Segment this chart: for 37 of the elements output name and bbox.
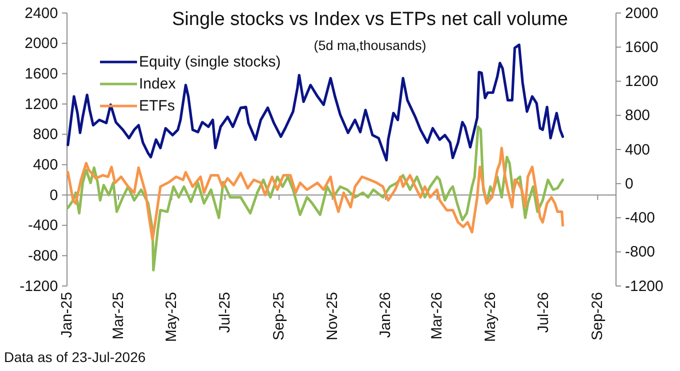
legend-label: ETFs (139, 98, 175, 114)
x-tick-label: Jul-25 (216, 292, 234, 333)
legend-label: Index (139, 76, 176, 92)
y2-tick-label: 1600 (625, 38, 658, 56)
legend-label: Equity (single stocks) (139, 54, 281, 70)
y2-tick-label: 1200 (625, 73, 658, 90)
y-tick-label: -1200 (20, 278, 58, 295)
line-series (66, 146, 564, 242)
x-tick-label: Nov-25 (324, 292, 341, 340)
y2-tick-label: 0 (625, 175, 634, 192)
x-tick-label: Sep-26 (589, 292, 606, 340)
text: (5d ma,thousands) (314, 38, 426, 53)
x-tick-label: May-25 (163, 292, 180, 342)
x-tick-label: Mar-26 (428, 292, 446, 340)
y-tick-label: 1600 (24, 65, 58, 82)
x-tick-label: Sep-25 (270, 292, 288, 340)
y2-tick-label: 2000 (625, 4, 658, 22)
y-tick-label: 2000 (24, 35, 58, 52)
x-tick-label: Jan-25 (58, 292, 76, 338)
y2-tick-label: 800 (625, 107, 650, 124)
chart-title: Single stocks vs Index vs ETPs net call volume (172, 9, 568, 30)
y-tick-label: 1200 (24, 96, 58, 113)
text: Data as of 23-Jul-2026 (4, 349, 146, 365)
y-tick-label: 800 (32, 126, 58, 144)
y-tick-label: 0 (50, 186, 58, 204)
x-tick-label: May-26 (482, 292, 499, 342)
y-tick-label: -800 (28, 247, 58, 264)
y2-tick-label: -800 (625, 244, 656, 261)
y-tick-label: 400 (32, 156, 58, 174)
y2-tick-label: -1200 (625, 278, 664, 295)
x-tick-label: Jul-26 (535, 292, 552, 333)
y-tick-label: 2400 (24, 4, 58, 22)
y2-tick-label: -400 (625, 210, 656, 227)
y2-tick-label: 400 (625, 141, 650, 158)
x-tick-label: Mar-25 (110, 292, 127, 340)
x-tick-label: Jan-26 (377, 292, 394, 338)
y-tick-label: -400 (28, 217, 58, 234)
